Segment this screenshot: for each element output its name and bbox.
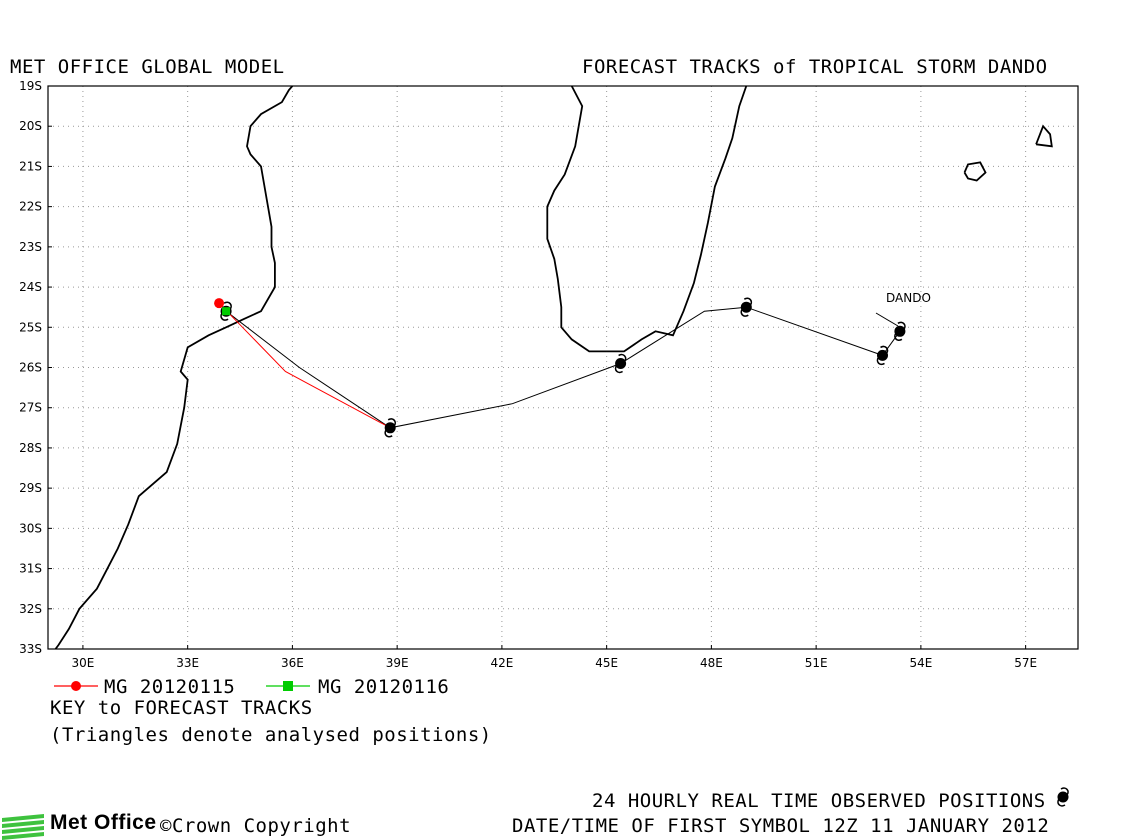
first-symbol-datetime: DATE/TIME OF FIRST SYMBOL 12Z 11 JANUARY… bbox=[512, 815, 1050, 837]
x-tick-label: 36E bbox=[281, 656, 304, 670]
coastline bbox=[546, 86, 748, 353]
x-tick-label: 54E bbox=[909, 656, 932, 670]
y-tick-label: 19S bbox=[19, 79, 42, 93]
met-office-logo-text: Met Office bbox=[50, 811, 157, 834]
y-tick-label: 28S bbox=[19, 441, 42, 455]
observed-positions-note: 24 HOURLY REAL TIME OBSERVED POSITIONS bbox=[592, 790, 1046, 812]
storm-name-label: DANDO bbox=[886, 291, 931, 305]
coastline bbox=[1035, 124, 1053, 148]
x-tick-label: 48E bbox=[700, 656, 723, 670]
coastline bbox=[54, 86, 294, 649]
tropical-storm-symbol-icon bbox=[1056, 787, 1070, 807]
y-tick-label: 21S bbox=[19, 159, 42, 173]
y-tick-label: 22S bbox=[19, 200, 42, 214]
forecast-track-line bbox=[218, 302, 391, 429]
met-office-logo-icon bbox=[2, 814, 44, 840]
y-tick-label: 33S bbox=[19, 642, 42, 656]
x-tick-label: 30E bbox=[71, 656, 94, 670]
legend-green-marker bbox=[266, 681, 310, 691]
x-tick-label: 51E bbox=[805, 656, 828, 670]
x-tick-label: 33E bbox=[176, 656, 199, 670]
y-tick-label: 26S bbox=[19, 361, 42, 375]
legend-key-title: KEY to FORECAST TRACKS bbox=[50, 697, 313, 719]
legend-key-note: (Triangles denote analysed positions) bbox=[50, 724, 492, 746]
model-title: MET OFFICE GLOBAL MODEL bbox=[10, 56, 285, 78]
legend-red-marker bbox=[54, 681, 98, 691]
x-tick-label: 57E bbox=[1014, 656, 1037, 670]
y-tick-label: 27S bbox=[19, 401, 42, 415]
x-tick-label: 42E bbox=[490, 656, 513, 670]
forecast-marker-circle bbox=[214, 298, 225, 309]
y-tick-label: 20S bbox=[19, 119, 42, 133]
chart-title: FORECAST TRACKS of TROPICAL STORM DANDO bbox=[582, 56, 1048, 78]
y-tick-label: 25S bbox=[19, 320, 42, 334]
axis-ticks: 30E 33E 36E 39E 42E 45E 48E 51E 54E 57E 19S 20S 21S 2… bbox=[19, 79, 1037, 670]
y-tick-label: 29S bbox=[19, 481, 42, 495]
coastlines bbox=[54, 86, 1053, 649]
y-tick-label: 23S bbox=[19, 240, 42, 254]
legend-label-mg-20120116: MG 20120116 bbox=[318, 676, 450, 698]
observed-positions bbox=[214, 297, 907, 438]
coastline bbox=[963, 161, 987, 182]
y-tick-label: 24S bbox=[19, 280, 42, 294]
y-tick-label: 31S bbox=[19, 562, 42, 576]
legend-label-mg-20120115: MG 20120115 bbox=[104, 676, 236, 698]
y-tick-label: 30S bbox=[19, 521, 42, 535]
x-tick-label: 39E bbox=[386, 656, 409, 670]
storm-label-leader bbox=[875, 312, 899, 327]
x-tick-label: 45E bbox=[595, 656, 618, 670]
y-tick-label: 32S bbox=[19, 602, 42, 616]
forecast-marker-square bbox=[222, 307, 231, 316]
copyright-text: ©Crown Copyright bbox=[160, 815, 352, 837]
